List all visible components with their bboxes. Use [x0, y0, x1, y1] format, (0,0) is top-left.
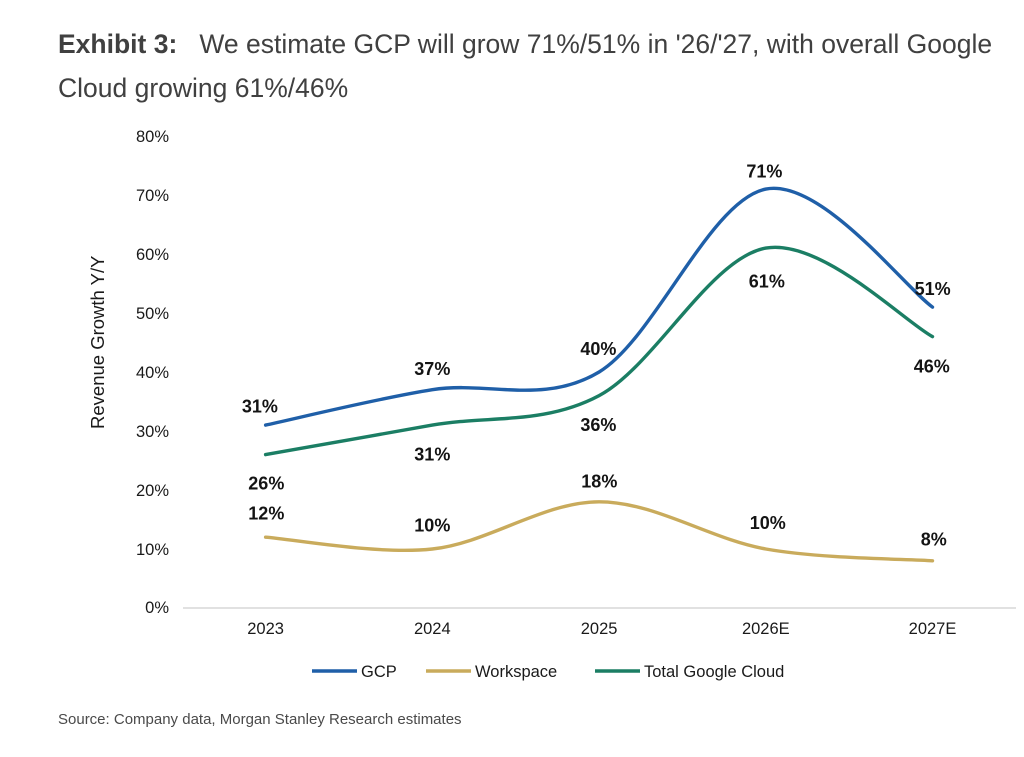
svg-text:2024: 2024	[414, 620, 451, 638]
svg-text:20%: 20%	[136, 482, 169, 500]
svg-text:30%: 30%	[136, 423, 169, 441]
svg-text:Total Google Cloud: Total Google Cloud	[644, 663, 784, 681]
svg-text:31%: 31%	[414, 445, 450, 465]
svg-text:12%: 12%	[248, 503, 284, 523]
svg-text:10%: 10%	[136, 541, 169, 559]
svg-text:0%: 0%	[145, 599, 169, 617]
svg-text:36%: 36%	[580, 415, 616, 435]
svg-text:10%: 10%	[414, 516, 450, 536]
svg-text:61%: 61%	[749, 272, 785, 292]
svg-text:8%: 8%	[921, 530, 947, 550]
svg-text:60%: 60%	[136, 246, 169, 264]
svg-text:37%: 37%	[414, 359, 450, 379]
svg-text:2025: 2025	[581, 620, 618, 638]
svg-text:18%: 18%	[581, 472, 617, 492]
svg-text:31%: 31%	[242, 397, 278, 417]
svg-text:51%: 51%	[915, 279, 951, 299]
svg-text:50%: 50%	[136, 305, 169, 323]
svg-text:40%: 40%	[136, 364, 169, 382]
svg-text:26%: 26%	[248, 473, 284, 493]
svg-text:71%: 71%	[746, 162, 782, 182]
svg-text:70%: 70%	[136, 187, 169, 205]
svg-text:Workspace: Workspace	[475, 663, 557, 681]
svg-text:10%: 10%	[750, 513, 786, 533]
svg-text:40%: 40%	[580, 339, 616, 359]
svg-text:46%: 46%	[914, 356, 950, 376]
svg-text:80%: 80%	[136, 128, 169, 146]
svg-text:2027E: 2027E	[909, 620, 957, 638]
svg-text:2026E: 2026E	[742, 620, 790, 638]
svg-text:GCP: GCP	[361, 663, 397, 681]
svg-text:2023: 2023	[247, 620, 284, 638]
